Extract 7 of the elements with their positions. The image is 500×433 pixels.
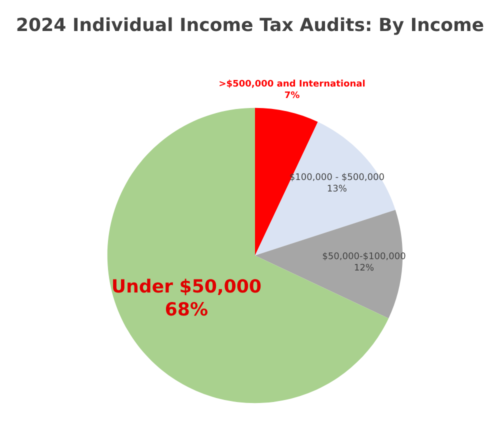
slice-label: >$500,000 and International bbox=[220, 80, 365, 88]
chart-title: 2024 Individual Income Tax Audits: By Income bbox=[17, 17, 484, 35]
data-label: 68% bbox=[166, 302, 208, 316]
slice-label: Under $50,000 bbox=[113, 278, 261, 296]
data-label: 7% bbox=[284, 91, 300, 98]
data-label: 13% bbox=[328, 184, 346, 192]
data-label: 12% bbox=[354, 264, 374, 271]
